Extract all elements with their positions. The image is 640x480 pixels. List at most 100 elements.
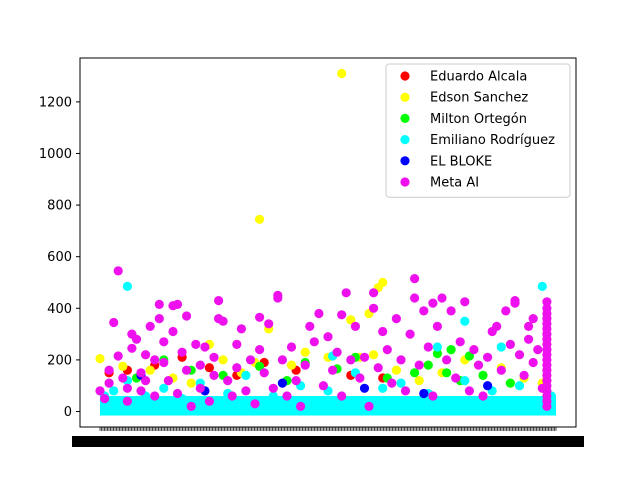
data-point (391, 314, 401, 324)
data-point (423, 342, 433, 352)
data-point (414, 376, 424, 386)
data-point (182, 365, 192, 375)
data-point (391, 365, 401, 375)
data-point (236, 324, 246, 334)
data-point (241, 386, 251, 396)
points-layer (95, 68, 557, 411)
data-point (204, 363, 214, 373)
x-tick-labels-overlap (72, 436, 584, 447)
data-point (291, 376, 301, 386)
data-point (542, 297, 552, 307)
data-point (104, 378, 114, 388)
data-point (400, 386, 411, 396)
data-point (337, 391, 347, 401)
y-tick-label: 0 (64, 405, 72, 420)
data-point (428, 391, 438, 401)
data-point (533, 345, 543, 355)
data-point (464, 386, 474, 396)
data-point (191, 339, 201, 349)
data-point (387, 378, 397, 388)
data-point (100, 394, 110, 404)
data-point (346, 315, 356, 325)
data-point (218, 316, 228, 326)
data-point (528, 314, 538, 324)
data-point (410, 293, 420, 303)
y-tick-label: 800 (47, 199, 72, 214)
data-point (473, 360, 484, 370)
data-point (122, 396, 132, 406)
data-point (141, 350, 151, 360)
data-point (492, 321, 502, 331)
y-axis: 0 200 400 600 800 1000 1200 (39, 95, 80, 420)
data-point (323, 332, 333, 342)
data-point (460, 316, 470, 326)
data-point (118, 373, 128, 383)
data-point (410, 274, 420, 284)
data-point (537, 281, 547, 291)
legend-box (385, 63, 571, 198)
data-point (172, 388, 183, 399)
data-point (186, 401, 196, 411)
data-point (268, 383, 278, 393)
data-point (337, 68, 347, 79)
data-point (483, 381, 493, 391)
data-point (150, 391, 160, 401)
data-point (296, 401, 306, 411)
data-point (514, 381, 525, 391)
data-point (337, 310, 347, 320)
data-point (382, 345, 392, 355)
data-point (309, 337, 319, 347)
data-point (505, 339, 515, 349)
data-point (423, 360, 433, 370)
data-point (378, 277, 388, 288)
data-point (419, 388, 429, 399)
data-point (131, 334, 142, 344)
data-point (318, 381, 328, 391)
data-point (446, 345, 456, 355)
data-point (464, 351, 474, 361)
data-point (163, 376, 173, 386)
data-point (255, 312, 265, 322)
data-point (273, 293, 283, 303)
data-point (341, 288, 351, 298)
data-point (136, 368, 146, 378)
data-point (432, 321, 442, 331)
data-point (478, 370, 488, 380)
legend-label: Meta AI (430, 176, 479, 191)
data-point (255, 361, 265, 371)
data-point (483, 352, 493, 362)
legend-label: Emiliano Rodríguez (430, 133, 555, 148)
data-point (250, 399, 260, 409)
data-point (328, 365, 338, 375)
data-point (154, 314, 164, 324)
data-point (542, 401, 552, 411)
data-point (113, 266, 123, 276)
data-point (346, 355, 356, 365)
data-point (277, 378, 287, 388)
data-point (496, 365, 506, 375)
data-point (432, 348, 442, 359)
data-point (95, 386, 105, 396)
data-point (255, 345, 265, 355)
data-point (455, 337, 465, 347)
legend-marker (400, 156, 410, 166)
data-point (414, 360, 424, 370)
data-point (145, 365, 155, 375)
data-point (286, 342, 297, 352)
y-tick-label: 1200 (39, 95, 72, 110)
data-point (95, 354, 105, 364)
series-5 (95, 266, 552, 411)
data-point (232, 363, 242, 373)
legend-label: Milton Ortegón (430, 112, 527, 127)
data-point (501, 306, 511, 316)
data-point (524, 334, 534, 344)
data-point (428, 298, 438, 308)
data-point (396, 355, 406, 365)
data-point (145, 321, 155, 331)
data-point (154, 299, 164, 309)
data-point (496, 342, 506, 352)
data-point (245, 355, 256, 365)
legend-label: Edson Sanchez (430, 91, 528, 106)
data-point (218, 355, 228, 365)
data-point (364, 401, 374, 411)
